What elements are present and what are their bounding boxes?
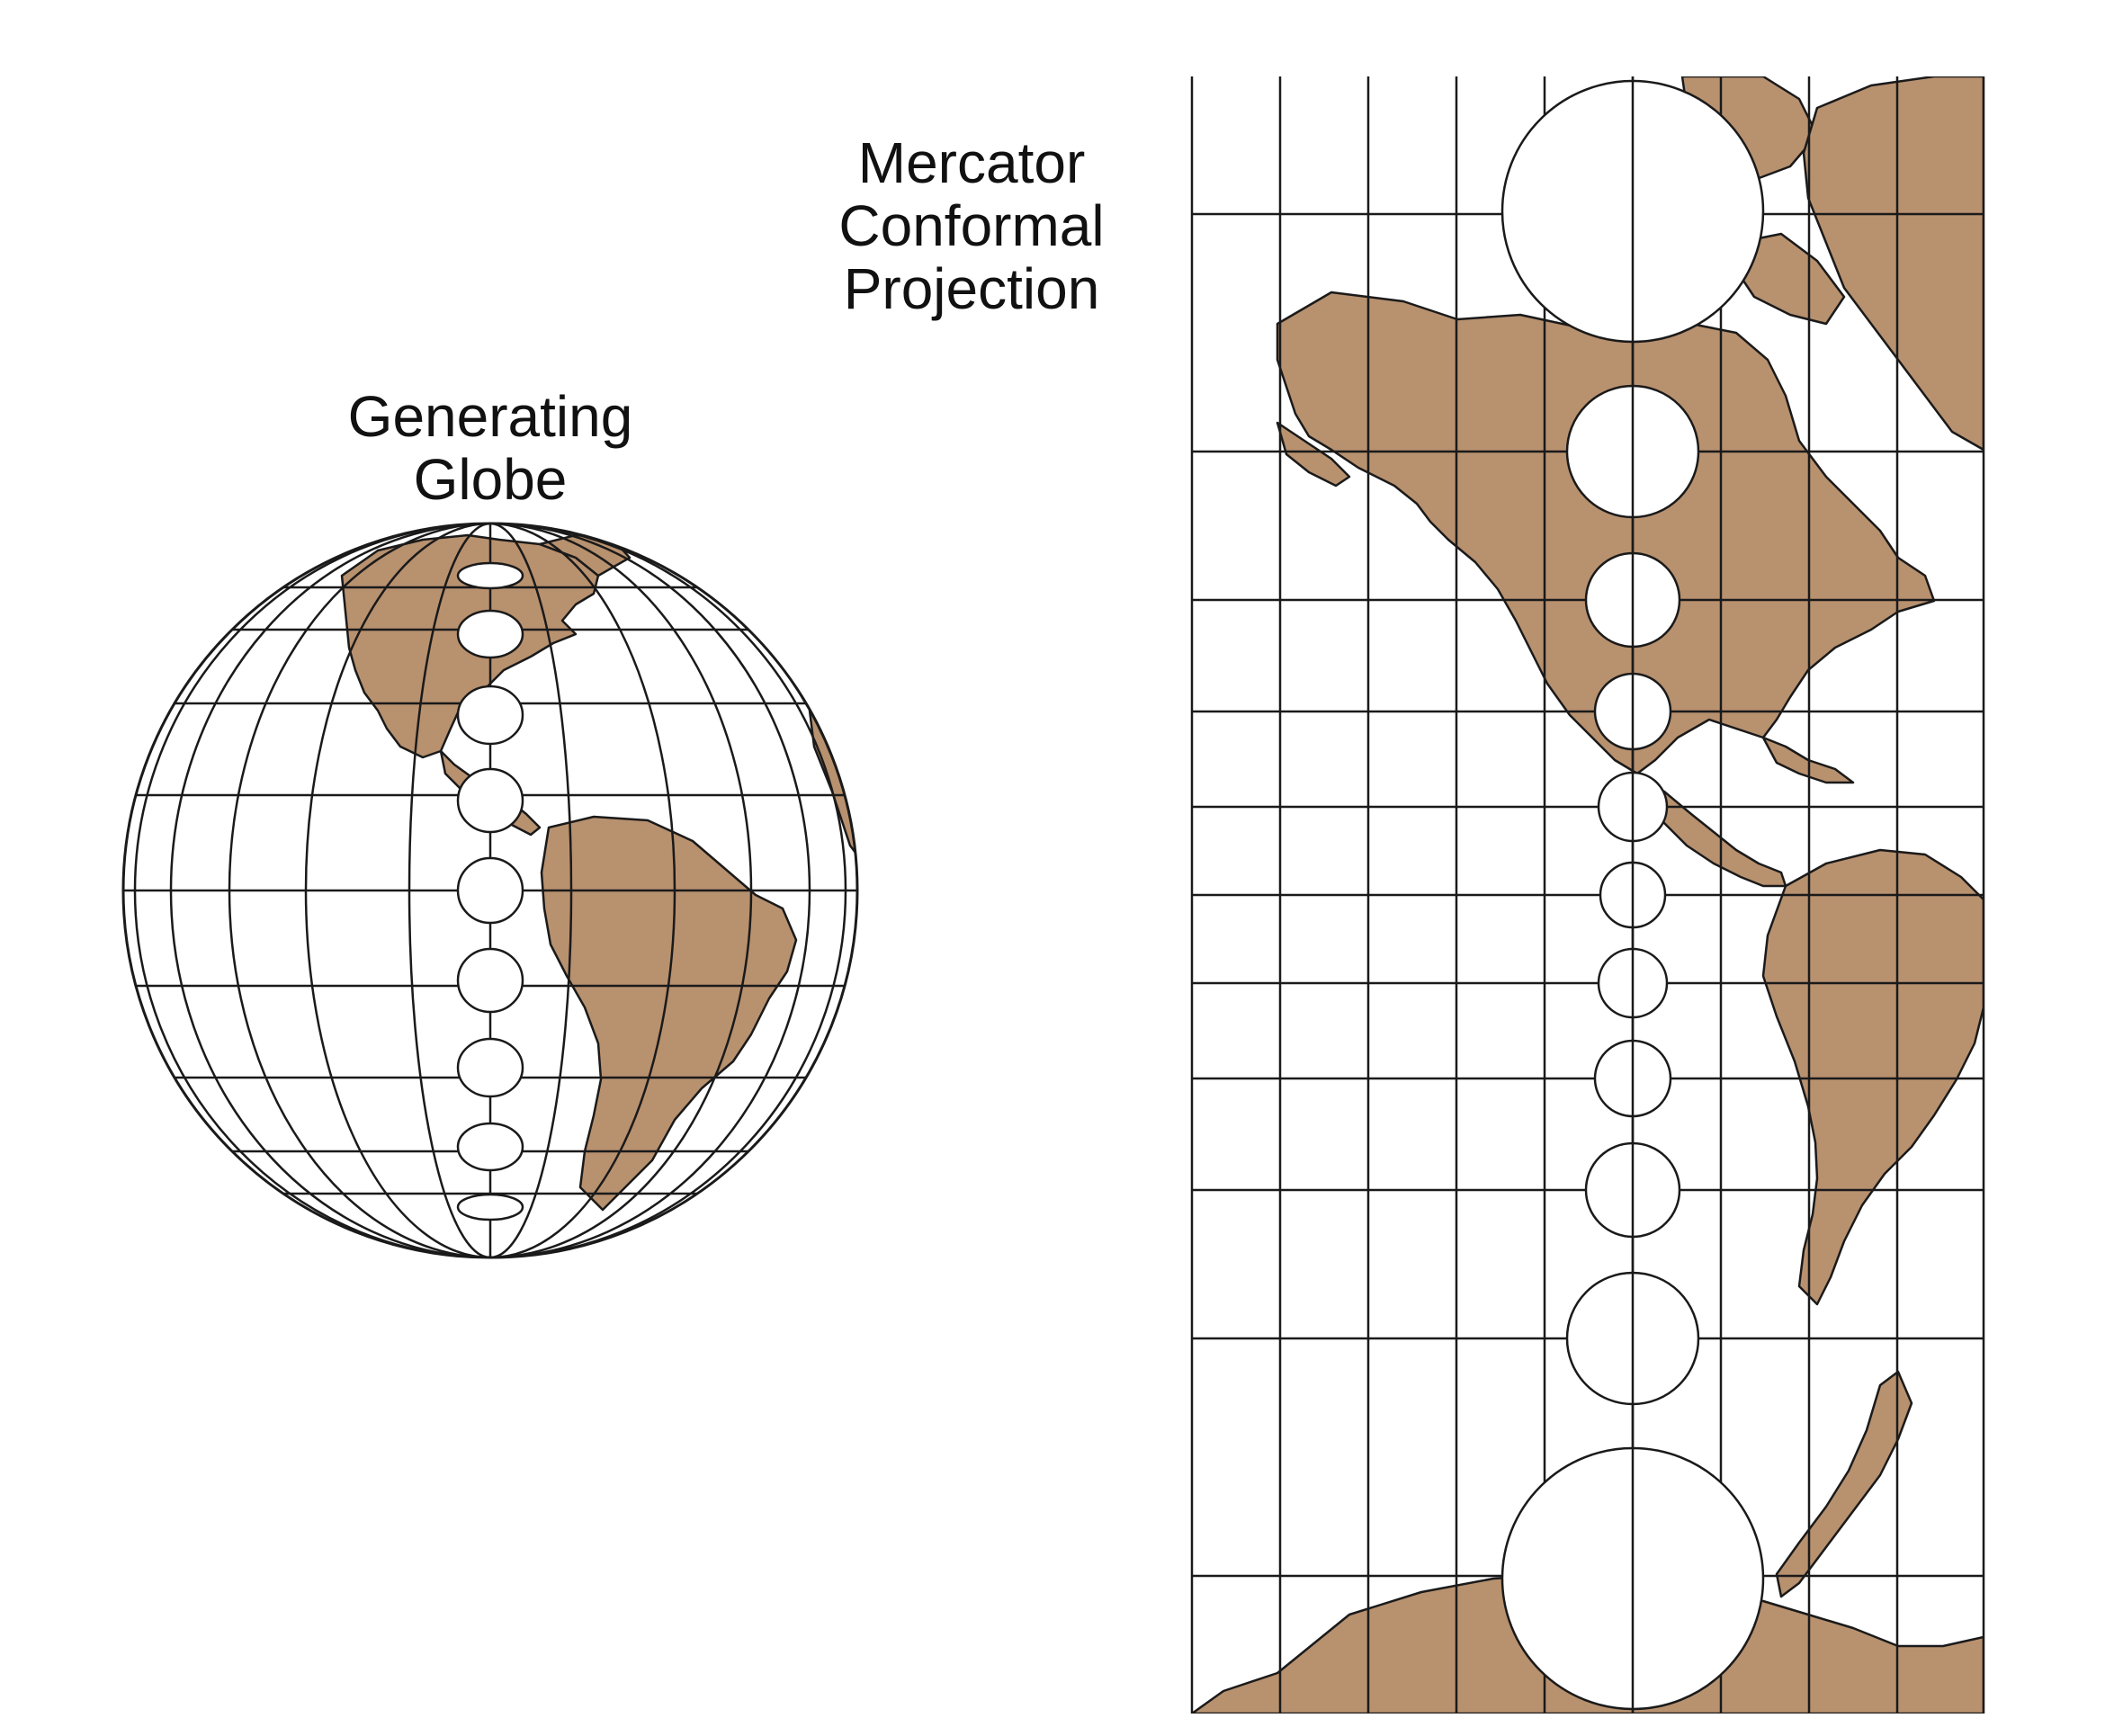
mercator-alaska-peninsula [1276, 421, 1351, 488]
globe-meridian [169, 523, 811, 1257]
globe-tissot-circle [456, 856, 524, 925]
globe-tissot-circle [456, 1037, 524, 1098]
globe-south-america [540, 815, 798, 1212]
mercator-north-america [1276, 291, 1936, 775]
globe-tissot-circle [456, 767, 524, 834]
globe-tissot-circle [456, 1193, 524, 1221]
mercator-label-line1: Mercator [858, 130, 1086, 195]
globe-meridian [133, 523, 847, 1257]
globe-outline [121, 522, 859, 1259]
mercator-label-line3: Projection [844, 256, 1100, 321]
generating-globe [121, 522, 859, 1259]
mercator-label-line2: Conformal [838, 193, 1104, 258]
globe-label-line2: Globe [414, 447, 568, 512]
globe-tissot-circle [456, 1122, 524, 1172]
globe-tissot-circle [456, 609, 524, 659]
globe-meridian [304, 523, 676, 1257]
globe-label-line1: Generating [348, 384, 633, 449]
globe-meridian [408, 523, 573, 1257]
mercator-south-america [1761, 848, 1984, 1306]
globe-tissot-circles [456, 561, 524, 1221]
mercator-antarctic-peninsula [1775, 1370, 1913, 1598]
globe-tissot-circle [456, 947, 524, 1014]
globe-tissot-circle [456, 685, 524, 746]
globe-meridian [228, 523, 753, 1257]
mercator-map [1190, 76, 1985, 1714]
mercator-greenland [1802, 76, 1984, 452]
globe-tissot-circle [456, 561, 524, 590]
